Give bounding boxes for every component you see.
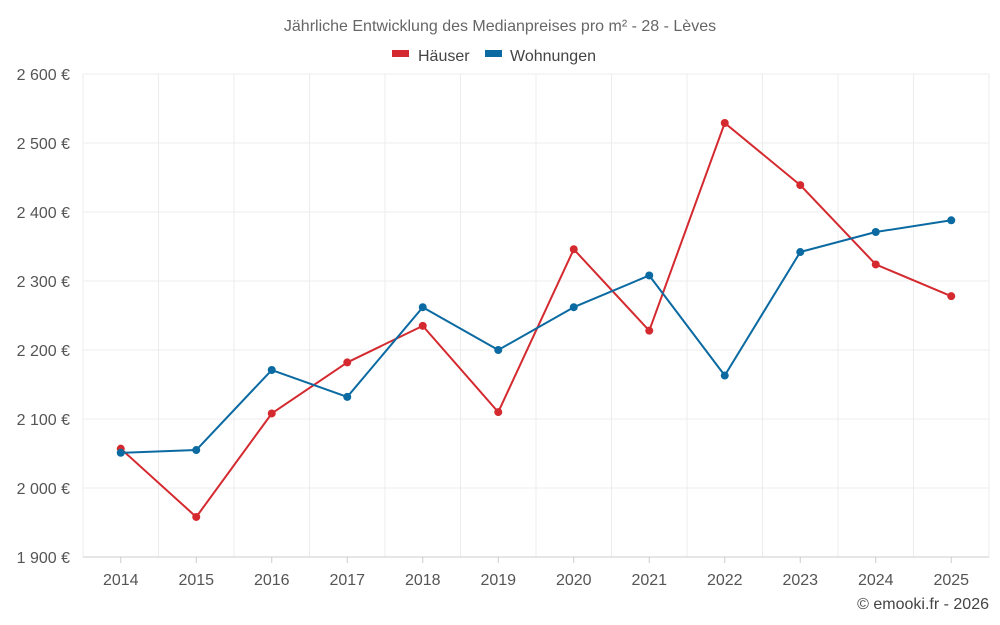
y-axis-tick-labels: 1 900 € 2 000 € 2 100 € 2 200 € 2 300 € 2 400… [17,67,70,567]
x-tick-label: 2020 [556,572,592,589]
x-tick-label: 2016 [254,572,290,589]
y-tick-label: 2 000 € [17,481,70,498]
legend-swatch-wohnungen [485,50,502,57]
legend-swatch-hauser [392,50,409,57]
y-tick-label: 2 100 € [17,412,70,429]
data-point-wohnungen[interactable] [343,392,352,401]
data-point-hauser[interactable] [267,409,276,418]
data-point-wohnungen[interactable] [494,346,503,354]
x-tick-label: 2022 [707,572,743,589]
data-point-wohnungen[interactable] [569,303,578,312]
data-point-hauser[interactable] [192,512,201,521]
x-tick-label: 2023 [782,572,818,589]
x-tick-label: 2014 [103,572,139,589]
x-axis-tick-labels: 2014 2015 2016 2017 2018 2019 2020 2021 2022 2023… [103,557,969,589]
y-tick-label: 2 200 € [17,343,70,360]
y-tick-label: 2 500 € [17,136,70,153]
data-point-hauser[interactable] [796,181,805,190]
data-point-wohnungen[interactable] [267,366,276,375]
legend-item-hauser[interactable]: Häuser [392,48,470,65]
series-line-hauser [120,121,952,518]
legend: Häuser Wohnungen [392,48,596,65]
x-tick-label: 2018 [405,572,441,589]
data-point-wohnungen[interactable] [796,248,805,257]
data-point-wohnungen[interactable] [116,448,125,457]
legend-item-wohnungen[interactable]: Wohnungen [485,48,596,65]
data-point-hauser[interactable] [569,245,578,254]
y-tick-label: 2 300 € [17,274,70,291]
data-point-hauser[interactable] [720,118,729,127]
y-tick-label: 2 400 € [17,205,70,222]
series-lines [120,121,952,518]
data-point-wohnungen[interactable] [947,216,956,225]
data-point-hauser[interactable] [947,292,956,301]
data-point-hauser[interactable] [871,260,880,269]
series-line-wohnungen [120,219,952,454]
legend-label-wohnungen: Wohnungen [510,48,596,65]
x-tick-label: 2015 [178,572,214,589]
x-tick-label: 2019 [480,572,516,589]
x-tick-label: 2024 [858,572,894,589]
legend-label-hauser: Häuser [418,48,470,65]
credit: © emooki.fr - 2026 [857,596,989,613]
x-tick-label: 2021 [631,572,667,589]
data-point-hauser[interactable] [494,408,503,417]
data-point-wohnungen[interactable] [418,303,427,312]
data-point-wohnungen[interactable] [720,371,729,380]
data-point-wohnungen[interactable] [871,228,880,237]
y-tick-label: 1 900 € [17,550,70,567]
data-point-wohnungen[interactable] [192,446,201,455]
x-tick-label: 2025 [933,572,969,589]
y-tick-label: 2 600 € [17,67,70,84]
x-tick-label: 2017 [329,572,365,589]
data-point-hauser[interactable] [418,321,427,330]
data-point-hauser[interactable] [343,358,352,367]
chart-title: Jährliche Entwicklung des Medianpreises … [284,18,716,35]
series-points [116,118,956,521]
data-point-wohnungen[interactable] [645,271,654,280]
data-point-hauser[interactable] [645,326,654,335]
